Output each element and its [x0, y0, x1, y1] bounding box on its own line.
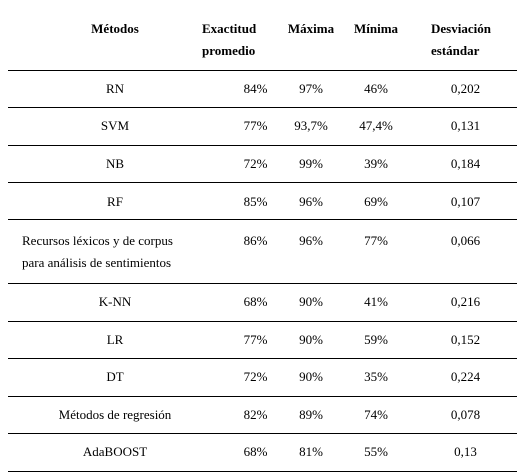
cell-method: DT	[106, 369, 124, 384]
cell-max: 96%	[299, 194, 323, 209]
cell-avg: 86%	[243, 233, 268, 248]
cell-method: Métodos de regresión	[58, 407, 172, 422]
cell-avg: 77%	[243, 118, 268, 133]
table-row: RN 84% 97% 46% 0,202	[8, 71, 517, 108]
cell-max: 90%	[299, 332, 323, 347]
cell-std: 0,216	[450, 294, 481, 309]
cell-max: 97%	[299, 81, 323, 96]
cell-min: 69%	[364, 194, 388, 209]
cell-std: 0,131	[450, 118, 481, 133]
table-row: Métodos de regresión 82% 89% 74% 0,078	[8, 397, 517, 434]
cell-avg: 68%	[243, 294, 268, 309]
cell-min: 74%	[364, 407, 388, 422]
cell-max: 93,7%	[294, 118, 328, 133]
cell-std: 0,152	[450, 332, 481, 347]
cell-min: 41%	[364, 294, 388, 309]
header-minima: Mínima	[353, 21, 399, 36]
cell-max: 90%	[299, 294, 323, 309]
cell-method: RF	[107, 194, 123, 209]
cell-min: 59%	[364, 332, 388, 347]
cell-std: 0,202	[450, 81, 481, 96]
cell-std: 0,224	[450, 369, 481, 384]
header-maxima: Máxima	[287, 21, 335, 36]
cell-std: 0,107	[450, 194, 481, 209]
cell-max: 99%	[299, 156, 323, 171]
cell-method: LR	[106, 332, 124, 347]
cell-std: 0,078	[450, 407, 481, 422]
cell-max: 96%	[299, 233, 323, 248]
results-table: Métodos Exactitud promedio Máxima Mínima …	[8, 0, 517, 472]
cell-max: 81%	[299, 444, 323, 459]
cell-method: NB	[105, 156, 125, 171]
table-row: SVM 77% 93,7% 47,4% 0,131	[8, 108, 517, 146]
cell-method: RN	[105, 81, 125, 96]
cell-std: 0,184	[450, 156, 481, 171]
cell-method: Recursos léxicos y de corpus para análisi…	[22, 233, 173, 270]
header-metodos: Métodos	[91, 21, 139, 36]
table-row: RF 85% 96% 69% 0,107	[8, 183, 517, 220]
cell-std: 0,066	[450, 233, 481, 248]
cell-std: 0,13	[454, 444, 477, 459]
table-row: NB 72% 99% 39% 0,184	[8, 146, 517, 183]
cell-avg: 84%	[243, 81, 268, 96]
cell-max: 90%	[299, 369, 323, 384]
table-row: AdaBOOST 68% 81% 55% 0,13	[8, 434, 517, 472]
cell-avg: 72%	[243, 156, 268, 171]
cell-min: 47,4%	[359, 118, 393, 133]
cell-avg: 72%	[243, 369, 268, 384]
table-row: Recursos léxicos y de corpus para análisi…	[8, 220, 517, 284]
cell-avg: 85%	[243, 194, 268, 209]
cell-min: 55%	[364, 444, 388, 459]
table-row: LR 77% 90% 59% 0,152	[8, 322, 517, 359]
cell-min: 35%	[364, 369, 388, 384]
cell-method: K-NN	[98, 294, 132, 309]
cell-avg: 68%	[243, 444, 268, 459]
cell-max: 89%	[299, 407, 323, 422]
cell-avg: 77%	[243, 332, 268, 347]
cell-min: 39%	[364, 156, 388, 171]
table-header-row: Métodos Exactitud promedio Máxima Mínima …	[8, 0, 517, 71]
cell-method: SVM	[100, 118, 130, 133]
header-desviacion-estandar: Desviación estándar	[431, 21, 491, 58]
table-row: DT 72% 90% 35% 0,224	[8, 359, 517, 397]
cell-min: 46%	[364, 81, 388, 96]
cell-min: 77%	[364, 233, 388, 248]
header-exactitud-promedio: Exactitud promedio	[202, 21, 257, 58]
cell-method: AdaBOOST	[82, 444, 148, 459]
table-row: K-NN 68% 90% 41% 0,216	[8, 284, 517, 322]
cell-avg: 82%	[243, 407, 268, 422]
